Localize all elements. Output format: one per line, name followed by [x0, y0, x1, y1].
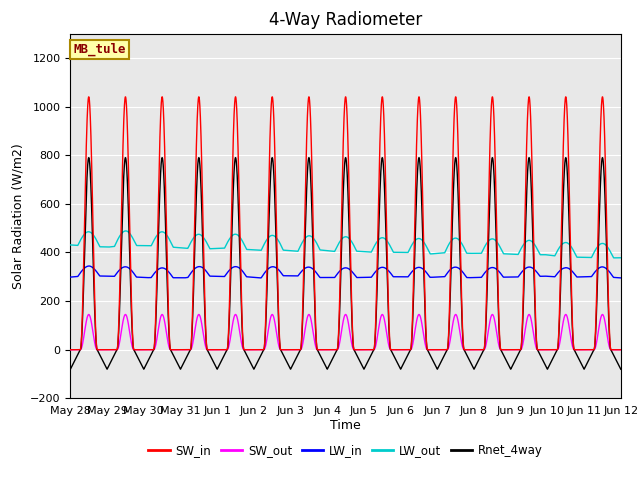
Y-axis label: Solar Radiation (W/m2): Solar Radiation (W/m2) — [12, 143, 24, 289]
Title: 4-Way Radiometer: 4-Way Radiometer — [269, 11, 422, 29]
Legend: SW_in, SW_out, LW_in, LW_out, Rnet_4way: SW_in, SW_out, LW_in, LW_out, Rnet_4way — [143, 439, 548, 462]
X-axis label: Time: Time — [330, 419, 361, 432]
Text: MB_tule: MB_tule — [73, 43, 125, 56]
